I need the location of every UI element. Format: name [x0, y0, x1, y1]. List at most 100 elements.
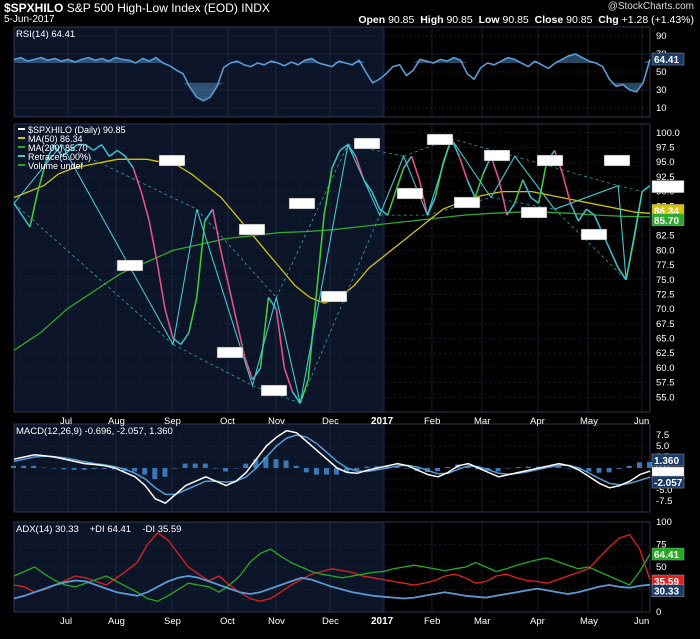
macd-histogram-bar: [303, 468, 309, 473]
grid-lines: [14, 27, 650, 613]
price-legend-entry: MA(200) 85.70: [28, 143, 88, 153]
price-last-badge-bg: [651, 180, 685, 193]
macd-histogram-bar: [586, 468, 592, 472]
retrace-label: 0.455: [486, 150, 509, 160]
price-segment: [315, 215, 325, 298]
price-segment: [275, 308, 286, 369]
price-legend-entry: MA(50) 86.34: [28, 134, 83, 144]
price-segment: [418, 179, 429, 216]
plus-di-badge: 64.41: [654, 550, 679, 561]
macd-histogram-bar: [21, 465, 27, 468]
macd-histogram-bar: [263, 457, 269, 468]
price-xtick-Jun: Jun: [634, 416, 649, 427]
macd-histogram-bar: [515, 467, 521, 468]
price-segment: [371, 191, 381, 210]
retrace-label: 0.872: [356, 138, 379, 148]
macd-histogram-bar: [41, 467, 47, 469]
macd-histogram-bar: [81, 468, 87, 470]
price-panel-border: [13, 123, 651, 413]
retrace-label: 1.263: [456, 197, 479, 207]
macd-histogram-bar: [404, 468, 410, 469]
price-xtick-Dec: Dec: [322, 416, 339, 427]
plus-di-line: [13, 548, 651, 602]
price-segment: [13, 202, 23, 216]
price-segment: [506, 202, 516, 216]
ma50-last-badge: 86.34: [654, 206, 679, 217]
macd-histogram-bar: [566, 468, 572, 469]
low-value: 90.85: [502, 14, 529, 26]
adx-xtick-Nov: Nov: [268, 616, 285, 627]
price-segment: [21, 214, 31, 228]
price-ytick-82.5: 82.5: [656, 231, 675, 242]
rsi-last-badge-bg: [651, 52, 685, 66]
price-segment: [148, 220, 158, 263]
retrace-label-bg: [483, 149, 511, 162]
macd-histogram-bar: [51, 468, 57, 469]
adx-xtick-Dec: Dec: [322, 616, 339, 627]
rsi-ytick-30: 30: [656, 85, 667, 96]
price-segment: [156, 261, 166, 310]
retrace-label-bg: [260, 384, 288, 397]
adx-xtick-Mar: Mar: [474, 616, 490, 627]
watermark: @StockCharts.com: [607, 1, 694, 12]
rsi-overbought-fill: [14, 54, 650, 63]
price-segment: [29, 191, 39, 228]
price-legend-swatch: [18, 146, 25, 148]
price-segment: [585, 208, 595, 216]
retrace-label: 1.681: [539, 155, 562, 165]
price-legend-entry: Volume undef: [28, 161, 84, 171]
macd-hist-badge: 1.360: [654, 456, 679, 467]
adx-line: [13, 575, 651, 600]
adx-legend-entry: +DI 64.41: [90, 524, 131, 535]
adx-badge: 30.33: [654, 587, 679, 598]
high-value: 90.85: [446, 14, 473, 26]
price-ytick-70.0: 70.0: [656, 304, 675, 315]
price-legend-swatch: [18, 164, 25, 166]
ma200-last-badge: 85.70: [654, 216, 679, 227]
price-segment: [283, 367, 294, 392]
macd-legend: MACD(12,26,9) -0.696, -2.057, 1.360: [16, 426, 173, 437]
adx-legend-entry: ADX(14) 30.33: [16, 524, 79, 535]
retrace-label: 0.544: [241, 224, 264, 234]
price-ytick-92.5: 92.5: [656, 172, 675, 183]
price-segment: [251, 367, 262, 381]
retrace-label: 2.296: [291, 198, 314, 208]
price-segment: [259, 297, 270, 368]
macd-histogram-bar: [212, 468, 218, 469]
macd-histogram-bar: [313, 468, 319, 475]
price-legend-swatch: [18, 137, 25, 139]
price-segment: [561, 173, 572, 204]
price-segment: [116, 149, 126, 157]
macd-histogram-bar: [101, 468, 107, 469]
retrace-label-bg: [396, 187, 424, 200]
date-label: 5-Jun-2017: [4, 14, 55, 25]
macd-histogram-bar: [202, 463, 208, 468]
retrace-label-bg: [288, 197, 316, 210]
macd-signal-badge-bg: [651, 475, 685, 489]
price-segment: [212, 209, 222, 251]
price-ytick-62.5: 62.5: [656, 348, 675, 359]
macd-histogram-bar: [364, 466, 370, 468]
adx-xtick-Oct: Oct: [220, 616, 235, 627]
price-segment: [124, 155, 134, 169]
plus-di-badge-bg: [651, 547, 685, 561]
price-ytick-95.0: 95.0: [656, 157, 675, 168]
price-ytick-55.0: 55.0: [656, 392, 675, 403]
adx-xtick-Feb: Feb: [424, 616, 440, 627]
macd-histogram-bar: [324, 468, 329, 475]
macd-histogram-bar: [31, 465, 37, 468]
adx-xtick-Jun: Jun: [634, 616, 649, 627]
retrace-label: 1.152: [263, 385, 286, 395]
price-segment: [394, 167, 405, 192]
price-segment: [522, 179, 532, 198]
price-segment: [537, 162, 548, 204]
price-ytick-60.0: 60.0: [656, 363, 675, 374]
price-ytick-67.5: 67.5: [656, 319, 675, 330]
price-segment: [466, 179, 476, 198]
high-label: High: [420, 14, 444, 26]
price-xtick-2017: 2017: [371, 416, 394, 427]
macd-histogram-bar: [636, 462, 642, 468]
retrace-label: 0.770: [606, 155, 629, 165]
price-segment: [402, 155, 413, 169]
retrace-projection: [61, 144, 197, 210]
